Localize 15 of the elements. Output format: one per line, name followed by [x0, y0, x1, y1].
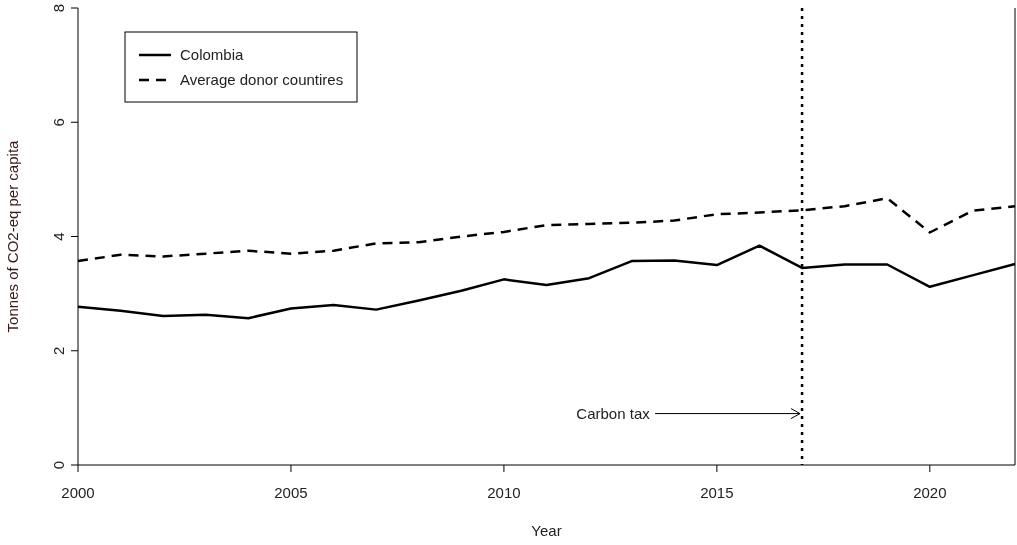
x-tick-label: 2005: [274, 484, 308, 501]
y-tick-label: 2: [50, 346, 67, 355]
x-tick-label: 2020: [913, 484, 947, 501]
x-tick-label: 2010: [487, 484, 521, 501]
x-tick-label: 2000: [61, 484, 95, 501]
y-tick-label: 8: [50, 3, 67, 13]
x-axis-title: Year: [531, 522, 562, 539]
y-tick-label: 6: [50, 118, 67, 127]
y-axis-title: Tonnes of CO2-eq per capita: [4, 139, 21, 333]
y-tick-label: 4: [50, 232, 67, 241]
annotation: Carbon tax: [576, 404, 651, 422]
legend-label: Colombia: [180, 46, 245, 63]
x-tick-label: 2015: [700, 484, 734, 501]
y-tick-label: 0: [50, 460, 67, 470]
legend-label: Average donor countires: [180, 71, 344, 88]
